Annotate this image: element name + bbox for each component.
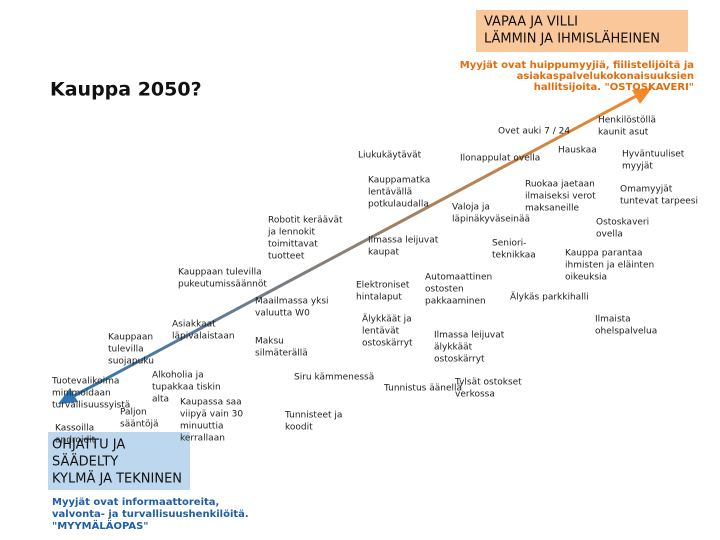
idea-text: Tylsät ostokset: [454, 378, 522, 388]
idea-text: Maksu: [255, 337, 284, 347]
idea-text: läpivalaistaan: [172, 332, 235, 342]
idea-text: ostosten: [425, 285, 464, 295]
idea-text: koodit: [285, 423, 313, 433]
idea-text: Tuotevalikoima: [51, 377, 119, 387]
top-text: Myyjät ovat huippumyyjiä, fiilistelijöit…: [460, 60, 694, 71]
arrow-head: [632, 88, 652, 104]
top-box-text: VAPAA JA VILLI: [484, 15, 578, 30]
idea-text: suojapuku: [108, 357, 154, 367]
idea-text: Omamyyjät: [620, 185, 673, 195]
idea-text: lentävällä: [368, 188, 412, 198]
idea-text: Ilmassa leijuvat: [368, 236, 439, 246]
idea-text: Seniori-: [492, 239, 526, 249]
idea-text: pukeutumissäännöt: [178, 280, 267, 290]
bottom-box-text: OHJATTU JA: [52, 438, 125, 453]
idea-text: turvallisuussyistä: [52, 401, 130, 411]
top-box: [476, 10, 688, 52]
idea-text: valuutta W0: [255, 309, 310, 319]
idea-text: älykkäät: [434, 343, 473, 353]
bottom-text: Myyjät ovat informaattoreita,: [52, 497, 219, 508]
bottom-box-text: SÄÄDELTY: [52, 454, 118, 470]
arrow: [69, 92, 641, 400]
idea-text: Alkoholia ja: [152, 371, 204, 381]
idea-text: Liukukäytävät: [358, 151, 422, 161]
idea-text: Ilonappulat ovella: [460, 154, 540, 164]
idea-text: minimoidaan: [52, 389, 111, 399]
idea-text: ovella: [596, 230, 623, 240]
idea-text: potkulaudalla: [368, 200, 429, 210]
idea-text: Älykkäät ja: [362, 314, 412, 325]
idea-text: Kassoilla: [55, 424, 94, 434]
idea-text: sääntöjä: [120, 420, 158, 430]
idea-text: Ilmaista: [595, 315, 631, 325]
idea-text: oikeuksia: [565, 273, 607, 283]
idea-text: ja lennokit: [267, 228, 316, 238]
top-text: hallitsijoita. "OSTOSKAVERI": [534, 82, 694, 93]
idea-text: läpinäkyväseinää: [452, 215, 530, 225]
idea-text: myyjät: [622, 162, 653, 172]
idea-text: hintalaput: [356, 293, 402, 303]
idea-text: Elektroniset: [356, 281, 410, 291]
bottom-box-text: KYLMÄ JA TEKNINEN: [52, 471, 182, 487]
idea-text: kerrallaan: [180, 434, 225, 444]
idea-text: Kaupassa saa: [180, 398, 242, 408]
idea-text: Ruokaa jaetaan: [525, 180, 595, 190]
idea-text: verkossa: [455, 390, 495, 400]
idea-text: Ovet auki 7 / 24: [498, 127, 570, 137]
idea-text: alta: [152, 395, 169, 405]
idea-text: lentävät: [362, 327, 400, 337]
idea-text: pakkaaminen: [425, 297, 486, 307]
idea-text: tuntevat tarpeesi: [620, 197, 698, 207]
top-box-text: LÄMMIN JA IHMISLÄHEINEN: [484, 31, 660, 47]
idea-text: toimittavat: [268, 240, 318, 250]
idea-text: viipyä vain 30: [180, 410, 243, 420]
idea-text: ostoskärryt: [362, 339, 413, 349]
idea-text: Robotit keräävät: [268, 216, 343, 226]
idea-text: Paljon: [120, 408, 147, 418]
idea-text: tuotteet: [268, 252, 305, 262]
bottom-text: valvonta- ja turvallisuushenkilöitä.: [52, 509, 249, 520]
idea-text: ohelspalvelua: [595, 327, 657, 337]
idea-text: Tunnisteet ja: [284, 411, 342, 421]
idea-text: ostoskärryt: [434, 355, 485, 365]
idea-text: minuuttia: [180, 422, 223, 432]
idea-text: Hyväntuuliset: [622, 150, 685, 160]
idea-text: Kauppaan tulevilla: [178, 268, 262, 278]
idea-text: teknikkaa: [492, 251, 536, 261]
arrow-head: [58, 388, 78, 404]
idea-text: Ilmassa leijuvat: [434, 331, 505, 341]
idea-text: kaunit asut: [598, 128, 649, 138]
idea-text: Henkilöstöllä: [598, 116, 656, 126]
idea-text: ilmaiseksi verot: [525, 192, 596, 202]
idea-text: tupakkaa tiskin: [152, 383, 221, 393]
idea-text: kaupat: [368, 248, 400, 258]
idea-text: Ostoskaveri: [596, 218, 649, 228]
idea-text: Maailmassa yksi: [255, 297, 329, 307]
idea-text: androidit: [55, 436, 96, 446]
idea-text: tulevilla: [108, 345, 144, 355]
idea-text: Asiakkaat: [172, 320, 216, 330]
idea-text: Tunnistus äänellä: [383, 384, 462, 394]
bottom-text: "MYYMÄLÄOPAS": [52, 518, 149, 532]
idea-text: Kauppamatka: [368, 176, 430, 186]
top-text: asiakaspalvelukokonaisuuksien: [517, 71, 694, 82]
idea-text: Siru kämmenessä: [294, 373, 374, 383]
bottom-box: [48, 432, 190, 490]
idea-text: Kauppaan: [108, 333, 153, 343]
idea-text: ihmisten ja eläinten: [565, 261, 654, 271]
idea-text: Hauskaa: [558, 146, 597, 156]
idea-text: Älykäs parkkihalli: [510, 292, 589, 303]
title: Kauppa 2050?: [50, 79, 202, 101]
idea-text: Kauppa parantaa: [565, 249, 642, 259]
idea-text: silmäterällä: [255, 349, 308, 359]
idea-text: maksaneille: [525, 204, 579, 214]
idea-text: Valoja ja: [452, 203, 490, 213]
idea-text: Automaattinen: [425, 273, 492, 283]
